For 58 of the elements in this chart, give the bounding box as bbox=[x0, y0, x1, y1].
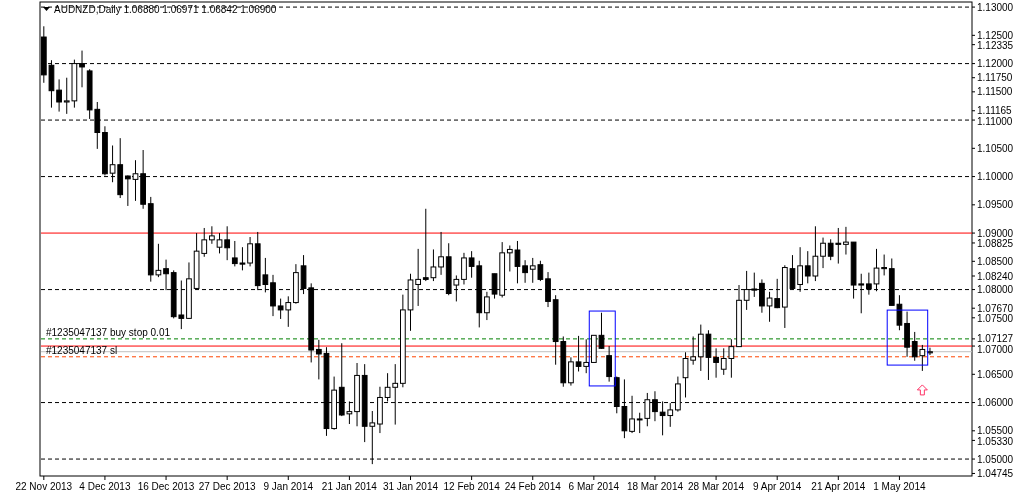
y-tick-label: 1.05500 bbox=[977, 425, 1014, 437]
candlestick bbox=[209, 225, 215, 245]
y-tick-label: 1.06000 bbox=[977, 397, 1014, 409]
candlestick bbox=[461, 252, 467, 285]
y-tick-label: 1.07127 bbox=[977, 333, 1014, 345]
candlestick bbox=[56, 78, 62, 113]
x-tick-label: 1 May 2014 bbox=[873, 481, 926, 492]
x-tick-label: 22 Nov 2013 bbox=[15, 481, 73, 492]
y-tick-label: 1.05330 bbox=[977, 435, 1014, 447]
y-tick-label: 1.12500 bbox=[977, 29, 1014, 41]
y-tick-label: 1.06500 bbox=[977, 368, 1014, 380]
candlestick bbox=[820, 237, 826, 269]
y-tick-label: 1.12000 bbox=[977, 58, 1014, 70]
x-tick-label: 28 Mar 2014 bbox=[688, 481, 745, 492]
candlestick bbox=[438, 231, 444, 276]
y-tick-label: 1.11500 bbox=[977, 86, 1013, 98]
y-tick-label: 1.09000 bbox=[977, 227, 1014, 239]
x-tick-label: 9 Jan 2014 bbox=[263, 481, 314, 492]
candlestick bbox=[904, 311, 910, 358]
y-tick-label: 1.08825 bbox=[977, 237, 1014, 249]
candlestick bbox=[522, 259, 528, 284]
candlestick bbox=[843, 226, 849, 256]
x-tick-label: 21 Jan 2014 bbox=[321, 481, 378, 492]
x-tick-label: 6 Mar 2014 bbox=[568, 481, 620, 492]
y-tick-label: 1.10500 bbox=[977, 142, 1014, 154]
x-tick-label: 24 Feb 2014 bbox=[504, 481, 562, 492]
y-tick-label: 1.12335 bbox=[977, 40, 1014, 52]
candlestick bbox=[484, 291, 490, 321]
x-tick-label: 12 Feb 2014 bbox=[443, 481, 501, 492]
y-tick-label: 1.05000 bbox=[977, 453, 1014, 465]
y-tick-label: 1.07500 bbox=[977, 313, 1014, 325]
x-tick-label: 27 Dec 2013 bbox=[198, 481, 256, 492]
y-tick-label: 1.07000 bbox=[977, 343, 1014, 355]
x-tick-label: 31 Jan 2014 bbox=[382, 481, 439, 492]
candlestick bbox=[713, 347, 719, 379]
candlestick bbox=[568, 356, 574, 387]
y-tick-label: 1.11165 bbox=[977, 105, 1013, 117]
x-tick-label: 4 Dec 2013 bbox=[79, 481, 131, 492]
y-tick-label: 1.13000 bbox=[977, 1, 1014, 13]
y-tick-label: 1.11750 bbox=[977, 72, 1013, 84]
y-tick-label: 1.07670 bbox=[977, 302, 1014, 314]
y-tick-label: 1.08240 bbox=[977, 270, 1014, 282]
x-tick-label: 16 Dec 2013 bbox=[137, 481, 195, 492]
y-tick-label: 1.09500 bbox=[977, 199, 1014, 211]
x-tick-label: 18 Mar 2014 bbox=[626, 481, 684, 492]
y-tick-label: 1.08000 bbox=[977, 284, 1014, 296]
candlestick bbox=[247, 236, 253, 267]
x-tick-label: 9 Apr 2014 bbox=[753, 481, 802, 492]
y-tick-label: 1.08500 bbox=[977, 255, 1014, 267]
candlestick bbox=[927, 347, 933, 356]
ref-line-label: #1235047137 sl bbox=[46, 345, 118, 357]
y-tick-label: 1.04745 bbox=[977, 467, 1014, 479]
x-tick-label: 21 Apr 2014 bbox=[811, 481, 866, 492]
chart-title: AUDNZD,Daily 1.06880 1.06971 1.06842 1.06900 bbox=[54, 4, 277, 15]
y-tick-label: 1.11000 bbox=[977, 115, 1013, 127]
candlestick bbox=[606, 345, 612, 383]
y-tick-label: 1.10000 bbox=[977, 171, 1014, 183]
ref-line-label: #1235047137 buy stop 0.01 bbox=[46, 327, 171, 339]
